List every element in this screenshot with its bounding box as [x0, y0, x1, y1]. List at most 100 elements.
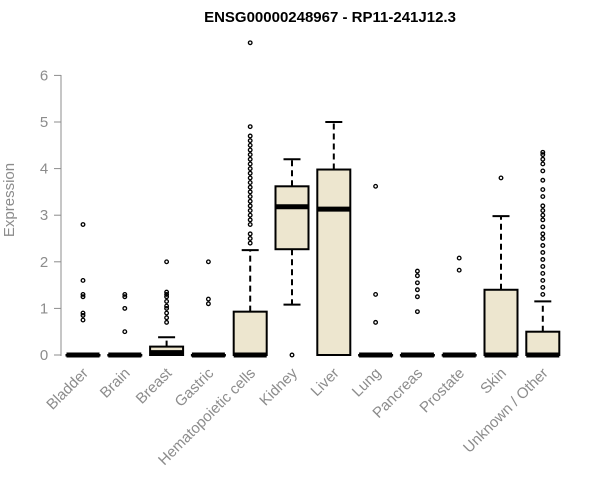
outlier-point: [164, 305, 170, 311]
outlier-point: [540, 149, 546, 155]
outlier-point: [540, 271, 546, 276]
outlier-point: [247, 124, 253, 130]
x-tick-label: Brain: [97, 365, 134, 402]
outlier-point: [164, 303, 170, 309]
outlier-point: [164, 315, 170, 321]
outlier-point: [247, 217, 253, 223]
outlier-point: [540, 224, 546, 230]
outlier-point: [247, 203, 253, 209]
outlier-point: [122, 329, 128, 335]
outlier-point: [540, 264, 546, 269]
outlier-point: [164, 291, 170, 297]
outlier-point: [540, 156, 546, 162]
outlier-point: [456, 255, 462, 261]
outlier-point: [540, 243, 546, 248]
x-tick-label: Bladder: [43, 365, 92, 414]
box-group: [399, 268, 435, 358]
chart-title: ENSG00000248967 - RP11-241J12.3: [204, 9, 456, 26]
outlier-point: [456, 267, 462, 273]
outlier-point: [540, 277, 546, 283]
outlier-point: [414, 280, 420, 286]
outlier-point: [540, 212, 546, 218]
outlier-point: [289, 352, 295, 358]
box-body: [525, 330, 561, 357]
outlier-point: [540, 152, 546, 158]
y-axis-ticks: 0 1 2 3 4 5 6: [40, 67, 61, 364]
outlier-point: [247, 166, 253, 172]
outlier-point: [414, 268, 420, 274]
outlier-point: [540, 291, 546, 297]
x-tick-label: Lung: [349, 365, 385, 401]
outlier-point: [540, 168, 546, 174]
box-group: [358, 183, 394, 358]
outlier-point: [247, 170, 253, 176]
outlier-point: [247, 138, 253, 144]
x-tick-label: Liver: [308, 365, 343, 400]
x-tick-label: Breast: [133, 364, 176, 407]
outlier-point: [247, 212, 253, 218]
y-tick-label: 1: [40, 300, 48, 317]
box-group: [525, 149, 561, 358]
outlier-point: [80, 222, 86, 227]
outlier-point: [373, 319, 379, 325]
y-tick-label: 3: [40, 207, 48, 224]
outlier-point: [247, 189, 253, 195]
box-group: [274, 158, 310, 358]
outlier-point: [247, 208, 253, 213]
box-group: [316, 121, 352, 356]
outlier-point: [247, 198, 253, 204]
box-group: [107, 291, 143, 358]
outlier-point: [540, 177, 546, 183]
outlier-point: [247, 133, 253, 139]
outlier-point: [247, 184, 253, 190]
outlier-point: [247, 40, 253, 46]
outlier-point: [247, 156, 253, 162]
outlier-point: [247, 147, 253, 153]
outlier-point: [540, 250, 546, 255]
outlier-point: [373, 183, 379, 189]
y-tick-label: 4: [40, 161, 48, 178]
outlier-point: [540, 194, 546, 200]
outlier-point: [205, 259, 211, 265]
outlier-point: [498, 175, 504, 181]
box-group: [441, 255, 477, 358]
outlier-point: [540, 161, 546, 167]
outlier-point: [540, 284, 546, 290]
outlier-point: [80, 294, 86, 300]
outlier-point: [247, 222, 253, 227]
outlier-point: [540, 236, 546, 241]
outlier-point: [205, 301, 211, 307]
box-group: [483, 175, 519, 358]
y-tick-label: 0: [40, 347, 48, 364]
outlier-point: [540, 208, 546, 213]
x-tick-label: Kidney: [256, 364, 301, 409]
outlier-point: [540, 217, 546, 223]
outlier-point: [540, 203, 546, 209]
x-tick-label: Prostate: [416, 365, 468, 417]
outlier-point: [164, 310, 170, 316]
outlier-point: [80, 310, 86, 316]
box-group: [65, 222, 101, 358]
outlier-point: [247, 231, 253, 237]
outlier-point: [247, 180, 253, 186]
plot-area: [65, 40, 561, 358]
outlier-point: [247, 142, 253, 148]
outlier-point: [80, 317, 86, 323]
outlier-point: [164, 298, 170, 304]
outlier-point: [247, 236, 253, 241]
outlier-point: [80, 291, 86, 297]
outlier-point: [540, 257, 546, 262]
outlier-point: [164, 319, 170, 325]
box-body: [232, 310, 268, 356]
box-body: [274, 185, 310, 251]
outlier-point: [122, 291, 128, 297]
y-axis-label: Expression: [1, 163, 18, 237]
y-tick-label: 5: [40, 114, 48, 131]
outlier-point: [414, 287, 420, 293]
outlier-point: [247, 240, 253, 246]
box-group: [232, 40, 268, 358]
outlier-point: [247, 152, 253, 158]
outlier-point: [247, 194, 253, 200]
